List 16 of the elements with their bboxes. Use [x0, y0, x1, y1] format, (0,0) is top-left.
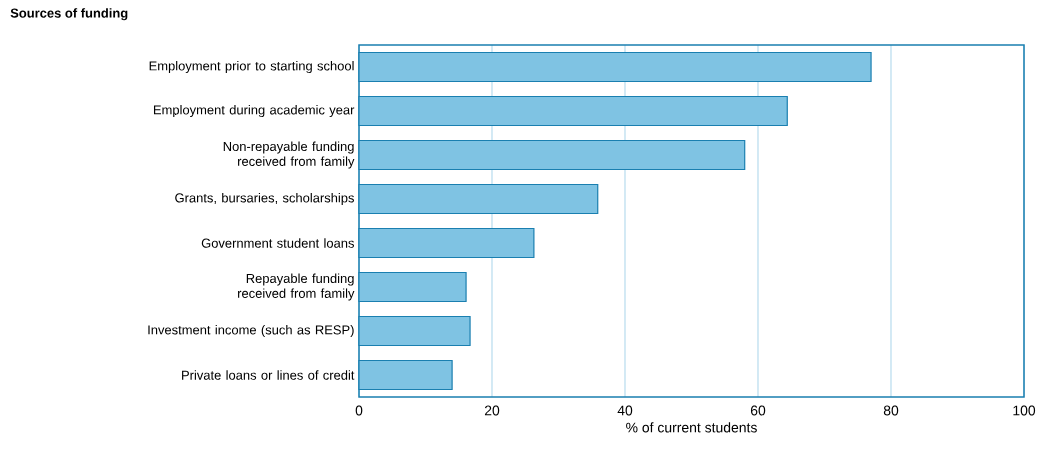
y-tick-label: Investment income (such as RESP) [148, 324, 354, 338]
text: Sources of funding [10, 8, 128, 21]
y-tick-label: Repayable funding received from family [238, 273, 355, 301]
x-tick-label: 100 [1013, 405, 1036, 416]
y-tick-label: Private loans or lines of credit [182, 370, 355, 380]
x-tick-label: 40 [617, 405, 633, 416]
x-tick-label: 80 [883, 405, 899, 416]
y-tick-label: Grants, bursaries, scholarships [175, 192, 354, 206]
x-tick-label: 60 [750, 405, 766, 416]
x-tick-label: 0 [355, 405, 363, 416]
x-tick-label: 20 [484, 405, 500, 416]
y-tick-label: Employment during academic year [153, 104, 355, 118]
x-axis-title: % of current students [626, 422, 757, 433]
y-tick-label: Employment prior to starting school [149, 60, 354, 74]
y-tick-label: Non-repayable funding received from family [223, 141, 355, 169]
y-tick-label: Government student loans [201, 238, 354, 248]
